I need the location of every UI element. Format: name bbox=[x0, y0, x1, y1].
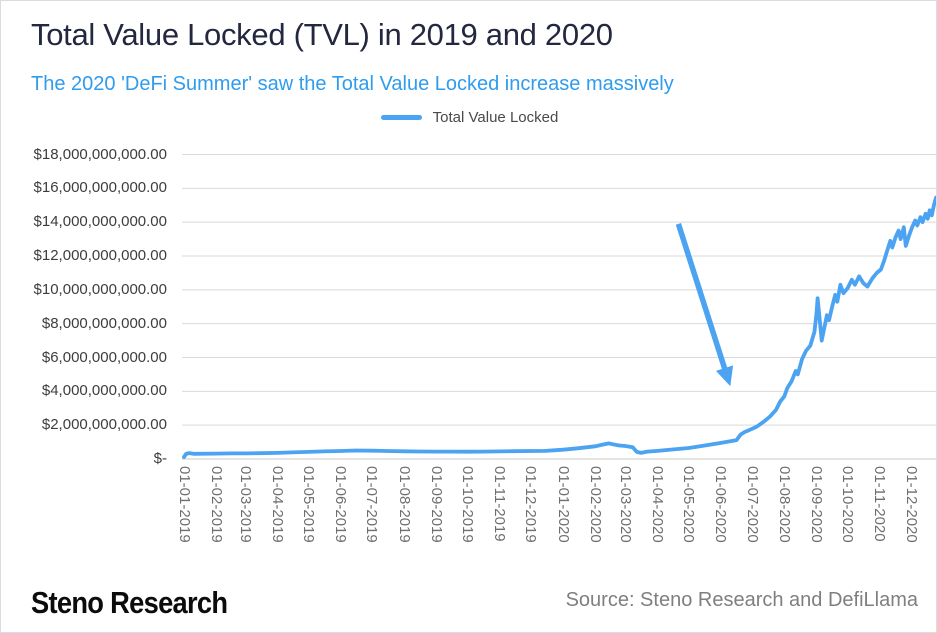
y-tick-label: $- bbox=[153, 450, 167, 467]
x-tick-label: 01-11-2019 bbox=[491, 466, 509, 542]
x-tick-label: 01-01-2019 bbox=[175, 466, 193, 543]
legend: Total Value Locked bbox=[1, 109, 936, 126]
annotation-arrow-shaft bbox=[675, 223, 729, 375]
x-tick-label: 01-02-2020 bbox=[586, 466, 604, 543]
x-tick-label: 01-09-2019 bbox=[427, 466, 445, 543]
y-tick-label: $6,000,000,000.00 bbox=[41, 348, 167, 366]
x-tick-label: 01-05-2020 bbox=[680, 466, 698, 543]
x-tick-label: 01-05-2019 bbox=[300, 466, 318, 543]
x-tick-label: 01-12-2019 bbox=[522, 466, 540, 543]
x-tick-label: 01-02-2019 bbox=[207, 466, 225, 543]
tvl-line-series bbox=[182, 195, 936, 459]
y-tick-label: $8,000,000,000.00 bbox=[41, 314, 167, 332]
y-tick-label: $2,000,000,000.00 bbox=[41, 416, 167, 434]
x-tick-label: 01-04-2019 bbox=[268, 466, 286, 543]
x-tick-label: 01-10-2020 bbox=[839, 466, 857, 543]
x-tick-label: 01-12-2020 bbox=[902, 466, 920, 543]
y-tick-label: $16,000,000,000.00 bbox=[33, 179, 167, 197]
x-tick-label: 01-06-2019 bbox=[332, 466, 350, 543]
x-tick-label: 01-04-2020 bbox=[649, 466, 667, 543]
x-tick-label: 01-07-2020 bbox=[743, 466, 761, 543]
source-text: Source: Steno Research and DefiLlama bbox=[565, 589, 918, 611]
x-tick-label: 01-03-2019 bbox=[236, 466, 254, 543]
annotation-arrow-head bbox=[715, 365, 734, 387]
x-tick-label: 01-01-2020 bbox=[554, 466, 572, 543]
x-tick-label: 01-07-2019 bbox=[363, 466, 381, 543]
x-tick-label: 01-03-2020 bbox=[616, 466, 634, 543]
x-tick-label: 01-06-2020 bbox=[712, 466, 730, 543]
x-tick-label: 01-11-2020 bbox=[871, 466, 889, 542]
x-tick-label: 01-10-2019 bbox=[459, 466, 477, 543]
y-tick-label: $12,000,000,000.00 bbox=[33, 247, 167, 264]
y-tick-label: $14,000,000,000.00 bbox=[33, 213, 167, 231]
y-tick-label: $10,000,000,000.00 bbox=[33, 280, 167, 298]
page-subtitle: The 2020 'DeFi Summer' saw the Total Val… bbox=[31, 73, 674, 95]
y-tick-label: $18,000,000,000.00 bbox=[33, 145, 167, 163]
legend-line-swatch bbox=[380, 115, 422, 120]
x-tick-label: 01-09-2020 bbox=[808, 466, 826, 543]
page-title: Total Value Locked (TVL) in 2019 and 202… bbox=[31, 17, 613, 52]
legend-label: Total Value Locked bbox=[432, 109, 559, 126]
brand-logo: Steno Research bbox=[31, 585, 228, 620]
x-tick-label: 01-08-2020 bbox=[775, 466, 793, 543]
x-tick-label: 01-08-2019 bbox=[395, 466, 413, 543]
y-tick-label: $4,000,000,000.00 bbox=[41, 382, 167, 400]
